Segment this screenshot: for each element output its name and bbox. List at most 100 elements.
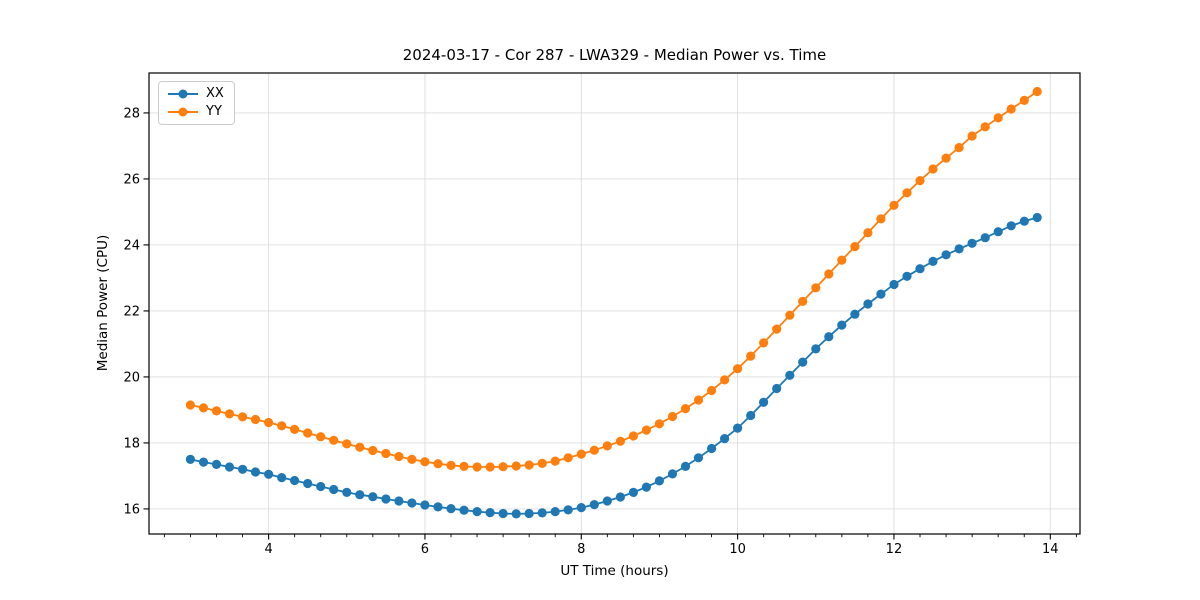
data-point-YY — [693, 395, 704, 405]
data-point-XX — [628, 487, 639, 497]
data-point-YY — [824, 269, 834, 279]
chart-title: 2024-03-17 - Cor 287 - LWA329 - Median P… — [402, 46, 827, 64]
data-point-YY — [733, 364, 743, 374]
data-point-XX — [824, 332, 834, 342]
legend-item-YY: YY — [168, 105, 224, 119]
data-point-YY — [524, 460, 534, 470]
legend-marker-YY — [168, 107, 198, 117]
data-point-XX — [576, 503, 586, 513]
data-point-XX — [433, 502, 443, 512]
data-point-XX — [1019, 216, 1029, 226]
data-point-YY — [628, 431, 639, 441]
data-point-XX — [720, 434, 730, 444]
data-point-XX — [785, 370, 795, 380]
data-point-YY — [589, 445, 599, 455]
data-point-YY — [537, 458, 547, 468]
data-point-YY — [863, 228, 873, 238]
x-tick-label: 12 — [886, 542, 903, 557]
data-point-YY — [837, 255, 847, 265]
data-point-YY — [720, 375, 730, 385]
data-point-YY — [902, 188, 912, 198]
data-point-YY — [394, 451, 404, 462]
x-tick-label: 10 — [729, 542, 746, 557]
data-point-XX — [316, 481, 326, 492]
data-point-YY — [198, 403, 209, 413]
legend-label-XX: XX — [206, 86, 224, 101]
data-point-XX — [772, 383, 782, 394]
data-point-XX — [915, 264, 925, 274]
data-point-YY — [511, 461, 521, 471]
data-point-XX — [264, 469, 274, 479]
y-tick-label: 16 — [123, 502, 140, 517]
data-point-XX — [303, 478, 313, 489]
data-point-YY — [876, 214, 886, 224]
data-point-YY — [277, 421, 287, 431]
data-point-XX — [993, 227, 1003, 237]
data-point-YY — [680, 404, 691, 414]
data-point-YY — [485, 462, 495, 472]
data-point-XX — [680, 461, 691, 471]
data-point-YY — [1032, 86, 1042, 97]
legend-label-YY: YY — [206, 104, 222, 119]
data-point-YY — [446, 460, 456, 470]
data-point-YY — [772, 324, 782, 334]
y-tick-label: 22 — [123, 304, 140, 319]
data-point-XX — [615, 492, 626, 502]
data-point-YY — [433, 459, 443, 469]
data-point-XX — [641, 482, 652, 492]
data-point-YY — [459, 461, 469, 471]
data-point-YY — [563, 453, 573, 463]
data-point-XX — [693, 453, 704, 463]
data-point-XX — [329, 484, 339, 495]
data-point-YY — [185, 400, 195, 410]
data-point-YY — [211, 406, 222, 416]
data-point-XX — [446, 504, 456, 514]
data-point-XX — [407, 498, 417, 508]
data-point-YY — [602, 441, 612, 451]
data-point-XX — [733, 423, 743, 433]
y-tick-label: 24 — [123, 238, 140, 253]
x-tick-label: 8 — [577, 542, 585, 557]
data-point-XX — [250, 467, 261, 477]
data-point-YY — [342, 439, 352, 449]
data-point-YY — [615, 436, 626, 446]
data-point-XX — [290, 475, 300, 486]
data-point-XX — [238, 464, 248, 474]
data-point-YY — [811, 283, 821, 293]
data-point-XX — [1032, 212, 1042, 223]
data-point-YY — [407, 454, 417, 464]
data-point-YY — [980, 122, 990, 132]
data-point-XX — [980, 233, 990, 243]
data-point-XX — [1006, 221, 1016, 231]
data-point-YY — [641, 425, 652, 435]
y-tick-label: 18 — [123, 436, 140, 451]
data-point-XX — [889, 279, 899, 290]
series-line-XX — [190, 216, 1038, 515]
data-point-XX — [602, 496, 612, 506]
data-point-XX — [185, 454, 195, 464]
data-point-XX — [485, 507, 495, 518]
data-point-YY — [941, 153, 951, 163]
data-point-XX — [811, 344, 821, 354]
legend: XX YY — [158, 81, 235, 125]
x-tick-label: 6 — [421, 542, 429, 557]
y-tick-label: 26 — [123, 172, 140, 187]
data-point-YY — [889, 200, 899, 210]
data-point-XX — [654, 476, 665, 486]
data-point-XX — [420, 500, 430, 510]
data-point-YY — [759, 338, 769, 348]
data-point-XX — [563, 505, 573, 515]
data-point-XX — [459, 505, 469, 515]
data-point-XX — [667, 469, 678, 479]
data-point-YY — [1006, 104, 1016, 114]
y-axis-label: Median Power (CPU) — [95, 234, 111, 372]
data-point-YY — [420, 457, 430, 467]
data-point-YY — [746, 351, 756, 361]
data-point-XX — [941, 250, 951, 260]
data-point-YY — [316, 432, 326, 442]
data-point-XX — [967, 238, 977, 248]
data-point-XX — [954, 244, 964, 254]
data-point-XX — [224, 462, 235, 472]
data-point-YY — [967, 131, 977, 141]
